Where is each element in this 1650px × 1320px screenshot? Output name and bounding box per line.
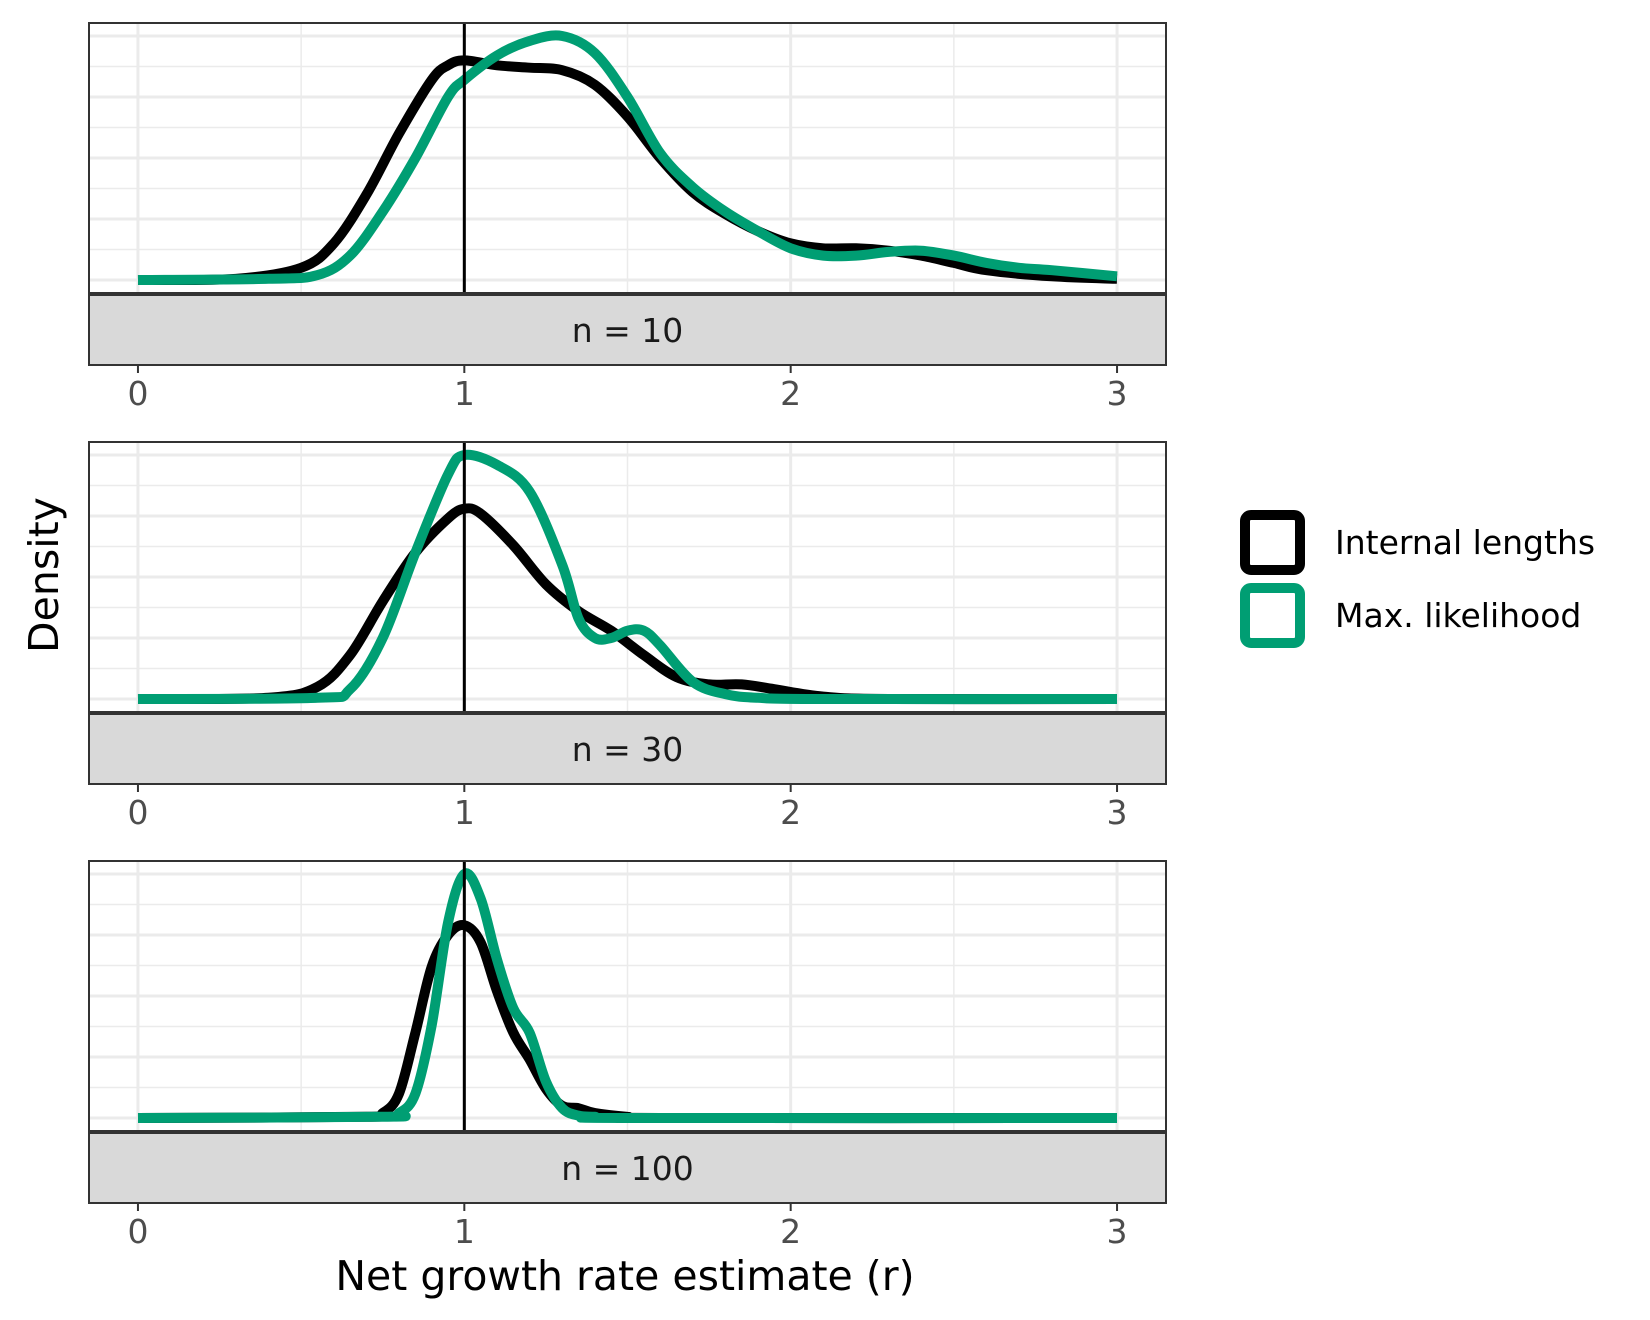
x-tick-label: 3: [1107, 1212, 1128, 1251]
facet-strip: [88, 1132, 1167, 1204]
x-tick-label: 3: [1107, 374, 1128, 413]
x-tick-label: 2: [780, 374, 801, 413]
legend-label: Internal lengths: [1335, 523, 1595, 562]
x-tick-label: 0: [127, 793, 148, 832]
x-tick-label: 3: [1107, 793, 1128, 832]
x-tick-label: 0: [127, 374, 148, 413]
facet-strip: [88, 713, 1167, 785]
legend-key: [1240, 510, 1305, 575]
density-line: [137, 449, 1118, 705]
facet-strip: [88, 294, 1167, 366]
density-line: [137, 503, 1118, 705]
legend: Internal lengths Max. likelihood: [1240, 510, 1595, 648]
density-line: [137, 868, 1118, 1124]
facet-panel: n = 10 0 1 2 3: [88, 22, 1167, 413]
facet-strip-label: n = 30: [572, 730, 684, 769]
panel-border: [88, 22, 1167, 294]
facet-strip-label: n = 10: [572, 311, 684, 350]
x-tick-label: 2: [780, 793, 801, 832]
legend-key: [1240, 583, 1305, 648]
legend-item: Max. likelihood: [1240, 583, 1581, 648]
x-tick-label: 1: [454, 1212, 475, 1251]
panel-border: [88, 441, 1167, 713]
x-tick-label: 1: [454, 374, 475, 413]
facet-panel: n = 100 0 1 2 3: [88, 860, 1167, 1251]
facet-panel: n = 30 0 1 2 3: [88, 441, 1167, 832]
x-tick-label: 2: [780, 1212, 801, 1251]
legend-item: Internal lengths: [1240, 510, 1595, 575]
facet-strip-label: n = 100: [561, 1149, 694, 1188]
x-tick-label: 1: [454, 793, 475, 832]
legend-label: Max. likelihood: [1335, 596, 1581, 635]
x-axis-title: Net growth rate estimate (r): [335, 1252, 914, 1300]
y-axis-title: Density: [20, 497, 68, 653]
density-line: [137, 30, 1118, 285]
x-tick-label: 0: [127, 1212, 148, 1251]
panel-border: [88, 860, 1167, 1132]
